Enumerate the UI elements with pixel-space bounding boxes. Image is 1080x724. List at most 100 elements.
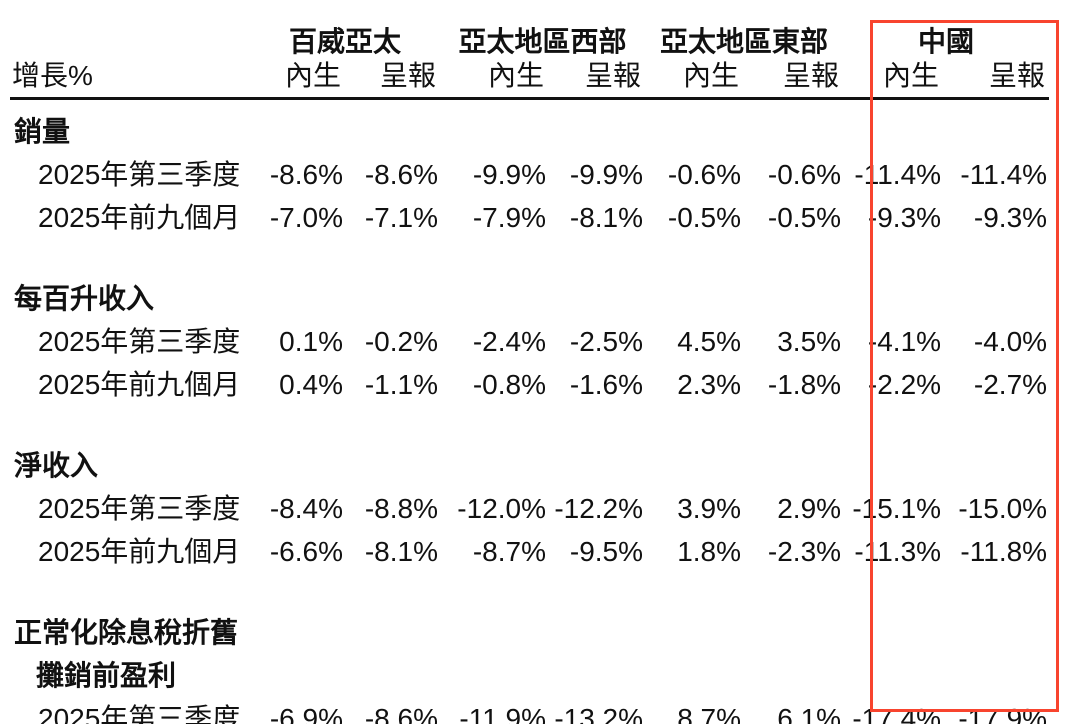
value-cell: -9.5% <box>569 536 644 567</box>
value-cell: -11.8% <box>960 536 1048 567</box>
value-cell: -8.8% <box>364 493 439 524</box>
value-cell: -4.0% <box>973 326 1048 357</box>
section-title: 每百升收入 <box>14 283 155 314</box>
row-label: 2025年前九個月 <box>38 369 241 400</box>
row-label: 2025年前九個月 <box>38 536 241 567</box>
data-row: 2025年前九個月 0.4% -1.1% -0.8% -1.6% 2.3% -1.8% -2.… <box>10 362 1049 405</box>
column-group-header: 亞太地區西部 <box>458 26 627 57</box>
value-cell: -0.5% <box>767 202 842 233</box>
value-cell: -2.2% <box>867 369 942 400</box>
section-title: 正常化除息稅折舊 <box>14 617 239 648</box>
value-cell: 8.7% <box>677 703 742 724</box>
subcolumn-header: 呈報 <box>345 62 441 100</box>
value-cell: -1.1% <box>364 369 439 400</box>
value-cell: -12.0% <box>457 493 547 524</box>
value-cell: -9.3% <box>867 202 942 233</box>
subcolumn-header: 內生 <box>645 62 744 100</box>
section-title-row: 每百升收入 <box>10 276 1049 319</box>
value-cell: -17.9% <box>958 703 1048 724</box>
row-label: 2025年第三季度 <box>38 493 241 524</box>
value-cell: -1.8% <box>767 369 842 400</box>
column-group-header: 中國 <box>918 26 975 57</box>
column-group-header: 亞太地區東部 <box>660 26 829 57</box>
value-cell: -0.5% <box>667 202 742 233</box>
value-cell: -9.3% <box>973 202 1048 233</box>
value-cell: -8.6% <box>269 159 343 190</box>
data-row: 2025年第三季度 -6.9% -8.6% -11.9% -13.2% 8.7% 6.1% -… <box>10 696 1049 724</box>
column-group-header: 百威亞太 <box>289 26 402 57</box>
value-cell: -13.2% <box>554 703 644 724</box>
spacer-cell <box>10 238 1049 276</box>
value-cell: -0.6% <box>667 159 742 190</box>
subcolumn-header: 內生 <box>440 62 549 100</box>
value-cell: -11.4% <box>960 159 1048 190</box>
value-cell: -7.9% <box>472 202 547 233</box>
value-cell: -4.1% <box>867 326 942 357</box>
section-title-row: 淨收入 <box>10 443 1049 486</box>
value-cell: -6.6% <box>269 536 343 567</box>
row-header-label: 增長% <box>10 0 250 100</box>
value-cell: -15.0% <box>958 493 1048 524</box>
section-title: 銷量 <box>14 116 71 147</box>
value-cell: -2.7% <box>973 369 1048 400</box>
section-title: 攤銷前盈利 <box>36 660 177 691</box>
value-cell: 2.9% <box>777 493 842 524</box>
spacer-cell <box>10 405 1049 443</box>
value-cell: 3.9% <box>677 493 742 524</box>
table-body: 銷量 2025年第三季度 -8.6% -8.6% -9.9% -9.9% -0.6% -0.6… <box>10 99 1049 724</box>
value-cell: -0.2% <box>364 326 439 357</box>
row-label: 2025年第三季度 <box>38 703 241 724</box>
section-title-row: 正常化除息稅折舊 <box>10 610 1049 653</box>
growth-table: 增長% 百威亞太 亞太地區西部 亞太地區東部 中國 內生 呈報 內生 呈報 內生 呈報 內生 呈報 … <box>10 0 1050 724</box>
data-row: 2025年第三季度 -8.6% -8.6% -9.9% -9.9% -0.6% -0.6% -… <box>10 152 1049 195</box>
value-cell: -6.9% <box>269 703 343 724</box>
subcolumn-header: 內生 <box>843 62 944 100</box>
value-cell: -8.1% <box>364 536 439 567</box>
subcolumn-header: 呈報 <box>743 62 844 100</box>
value-cell: -12.2% <box>554 493 644 524</box>
value-cell: 0.1% <box>279 326 343 357</box>
table-header: 增長% 百威亞太 亞太地區西部 亞太地區東部 中國 內生 呈報 內生 呈報 內生 呈報 內生 呈報 <box>10 0 1050 100</box>
subcolumn-header-row: 內生 呈報 內生 呈報 內生 呈報 內生 呈報 <box>10 62 1050 100</box>
value-cell: -11.4% <box>854 159 942 190</box>
value-cell: -0.6% <box>767 159 842 190</box>
value-cell: 1.8% <box>677 536 742 567</box>
value-cell: -8.6% <box>364 703 439 724</box>
value-cell: -8.1% <box>569 202 644 233</box>
row-label: 2025年前九個月 <box>38 202 241 233</box>
value-cell: -11.3% <box>854 536 942 567</box>
data-row: 2025年前九個月 -7.0% -7.1% -7.9% -8.1% -0.5% -0.5% -… <box>10 195 1049 238</box>
value-cell: -2.4% <box>472 326 547 357</box>
value-cell: -2.5% <box>569 326 644 357</box>
value-cell: -9.9% <box>569 159 644 190</box>
value-cell: 3.5% <box>777 326 842 357</box>
subcolumn-header: 呈報 <box>943 62 1050 100</box>
value-cell: -8.7% <box>472 536 547 567</box>
subcolumn-header: 內生 <box>250 62 345 100</box>
value-cell: -9.9% <box>472 159 547 190</box>
value-cell: -2.3% <box>767 536 842 567</box>
value-cell: -7.0% <box>269 202 343 233</box>
value-cell: -0.8% <box>472 369 547 400</box>
subcolumn-header: 呈報 <box>548 62 646 100</box>
row-label: 2025年第三季度 <box>38 159 241 190</box>
section-spacer <box>10 238 1049 276</box>
value-cell: -7.1% <box>364 202 439 233</box>
spacer-cell <box>10 572 1049 610</box>
value-cell: 2.3% <box>677 369 742 400</box>
section-spacer <box>10 572 1049 610</box>
section-title-row: 銷量 <box>10 99 1049 153</box>
value-cell: -1.6% <box>569 369 644 400</box>
value-cell: -15.1% <box>852 493 942 524</box>
section-title: 淨收入 <box>14 450 99 481</box>
data-row: 2025年前九個月 -6.6% -8.1% -8.7% -9.5% 1.8% -2.3% -1… <box>10 529 1049 572</box>
data-row: 2025年第三季度 -8.4% -8.8% -12.0% -12.2% 3.9% 2.9% -… <box>10 486 1049 529</box>
value-cell: -8.4% <box>269 493 343 524</box>
value-cell: 0.4% <box>279 369 343 400</box>
data-row: 2025年第三季度 0.1% -0.2% -2.4% -2.5% 4.5% 3.5% -4.1… <box>10 319 1049 362</box>
row-label: 2025年第三季度 <box>38 326 241 357</box>
value-cell: -17.4% <box>852 703 942 724</box>
value-cell: 4.5% <box>677 326 742 357</box>
value-cell: 6.1% <box>777 703 842 724</box>
